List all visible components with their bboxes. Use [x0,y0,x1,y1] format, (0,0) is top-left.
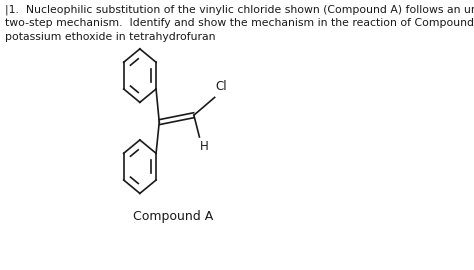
Text: |1.  Nucleophilic substitution of the vinylic chloride shown (Compound A) follow: |1. Nucleophilic substitution of the vin… [5,4,474,42]
Text: Compound A: Compound A [133,210,213,223]
Text: Cl: Cl [215,80,227,93]
Text: H: H [200,140,209,153]
